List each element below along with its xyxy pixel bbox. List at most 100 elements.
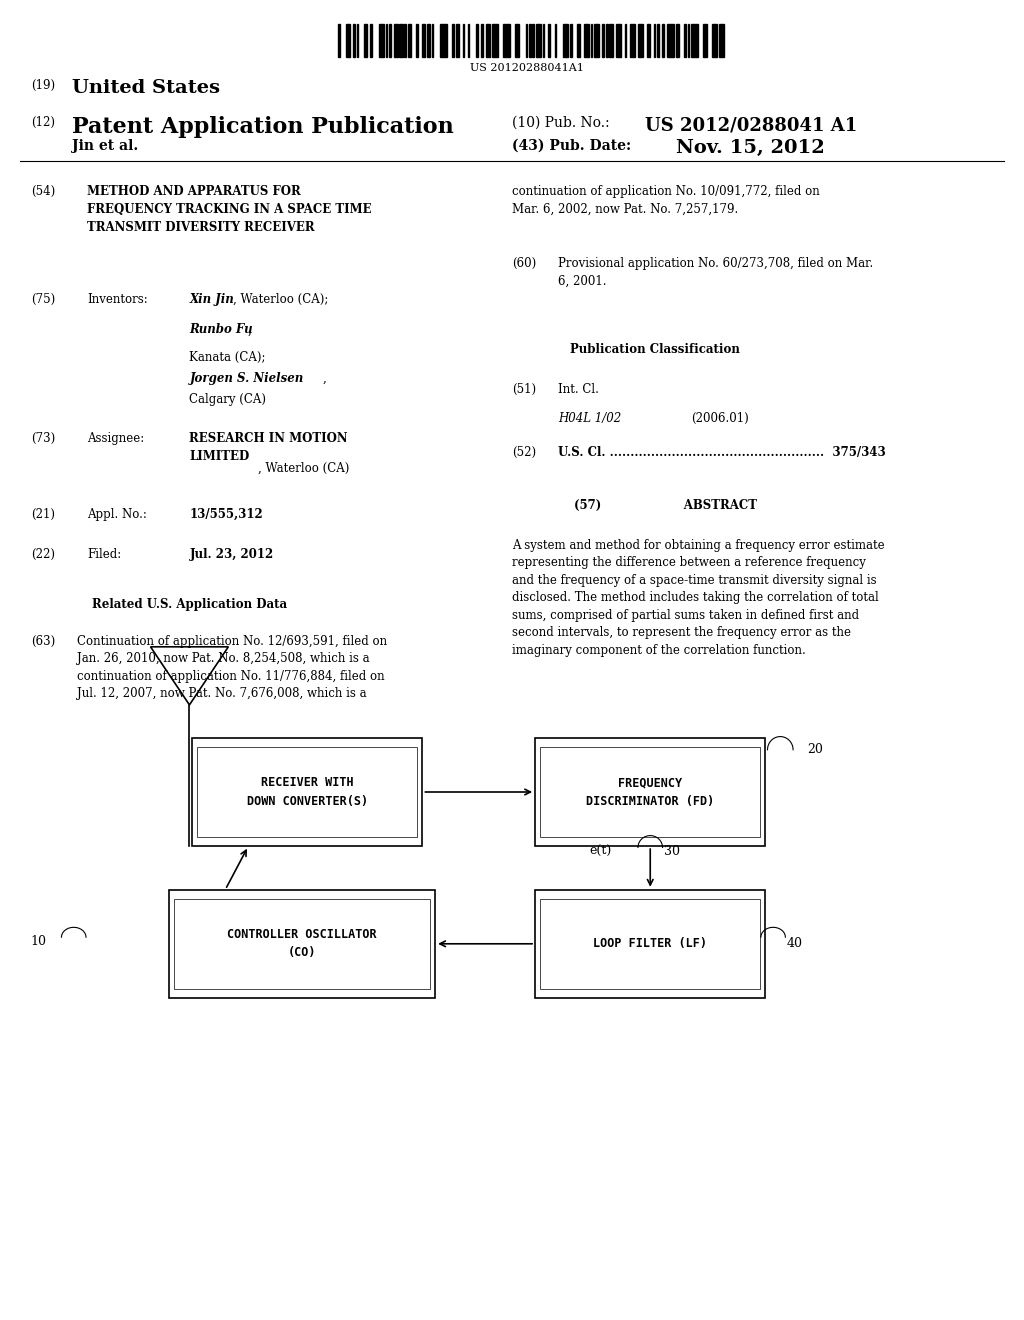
Bar — [606, 24, 607, 57]
Text: Inventors:: Inventors: — [87, 293, 147, 306]
Bar — [591, 24, 592, 57]
Text: , Waterloo (CA);: , Waterloo (CA); — [233, 293, 329, 306]
Text: Appl. No.:: Appl. No.: — [87, 508, 146, 521]
Bar — [703, 24, 707, 57]
Bar — [422, 24, 425, 57]
Bar — [563, 24, 568, 57]
Text: Assignee:: Assignee: — [87, 432, 144, 445]
Text: (12): (12) — [31, 116, 54, 129]
Text: continuation of application No. 10/091,772, filed on
Mar. 6, 2002, now Pat. No. : continuation of application No. 10/091,7… — [512, 185, 820, 215]
Text: (54): (54) — [31, 185, 55, 198]
Bar — [691, 24, 698, 57]
Bar — [638, 24, 643, 57]
Text: (52): (52) — [512, 446, 537, 459]
Text: RECEIVER WITH
DOWN CONVERTER(S): RECEIVER WITH DOWN CONVERTER(S) — [247, 776, 368, 808]
Bar — [174, 899, 430, 989]
Bar — [536, 24, 541, 57]
Text: RESEARCH IN MOTION
LIMITED: RESEARCH IN MOTION LIMITED — [189, 432, 348, 462]
Bar — [394, 24, 397, 57]
Bar — [525, 24, 527, 57]
Bar — [535, 890, 765, 998]
Bar — [389, 24, 391, 57]
Text: Jin et al.: Jin et al. — [72, 139, 138, 153]
Text: 20: 20 — [807, 743, 823, 756]
Text: Publication Classification: Publication Classification — [570, 343, 740, 356]
Bar — [169, 890, 435, 998]
Text: H04L 1/02: H04L 1/02 — [558, 412, 622, 425]
Bar — [570, 24, 571, 57]
Text: A system and method for obtaining a frequency error estimate
representing the di: A system and method for obtaining a freq… — [512, 539, 885, 656]
Bar — [492, 24, 499, 57]
Bar — [356, 24, 358, 57]
Bar — [463, 24, 464, 57]
Text: Int. Cl.: Int. Cl. — [558, 383, 599, 396]
Bar — [541, 899, 760, 989]
Text: ,: , — [323, 372, 327, 385]
Bar — [684, 24, 686, 57]
Bar — [676, 24, 679, 57]
Text: (73): (73) — [31, 432, 55, 445]
Text: Provisional application No. 60/273,708, filed on Mar.
6, 2001.: Provisional application No. 60/273,708, … — [558, 257, 873, 288]
Bar — [712, 24, 717, 57]
Text: US 20120288041A1: US 20120288041A1 — [470, 63, 585, 74]
Text: Calgary (CA): Calgary (CA) — [189, 393, 266, 407]
Bar — [399, 24, 402, 57]
Text: (57)                    ABSTRACT: (57) ABSTRACT — [574, 499, 757, 512]
Bar — [663, 24, 664, 57]
Bar — [346, 24, 350, 57]
Bar — [535, 738, 765, 846]
Bar — [353, 24, 355, 57]
Text: (19): (19) — [31, 79, 55, 92]
Bar — [688, 24, 689, 57]
Bar — [630, 24, 635, 57]
Bar — [456, 24, 459, 57]
Bar — [453, 24, 454, 57]
Bar — [404, 24, 407, 57]
Text: Runbo Fu: Runbo Fu — [189, 323, 253, 337]
Bar — [440, 24, 447, 57]
Bar — [668, 24, 674, 57]
Bar — [529, 24, 530, 57]
Bar — [594, 24, 599, 57]
Bar — [653, 24, 655, 57]
Text: Filed:: Filed: — [87, 548, 121, 561]
Text: Kanata (CA);: Kanata (CA); — [189, 351, 266, 364]
Bar — [577, 24, 581, 57]
Text: (75): (75) — [31, 293, 55, 306]
Text: CONTROLLER OSCILLATOR
(CO): CONTROLLER OSCILLATOR (CO) — [227, 928, 377, 960]
Bar — [476, 24, 478, 57]
Bar — [432, 24, 433, 57]
Bar — [657, 24, 658, 57]
Text: United States: United States — [72, 79, 220, 98]
Text: e(t): e(t) — [590, 845, 612, 858]
Text: (22): (22) — [31, 548, 54, 561]
Bar — [584, 24, 589, 57]
Text: Xin Jin: Xin Jin — [189, 293, 234, 306]
Text: Continuation of application No. 12/693,591, filed on
Jan. 26, 2010, now Pat. No.: Continuation of application No. 12/693,5… — [77, 635, 387, 701]
Bar — [543, 24, 545, 57]
Text: LOOP FILTER (LF): LOOP FILTER (LF) — [593, 937, 708, 950]
Text: (2006.01): (2006.01) — [691, 412, 749, 425]
Bar — [193, 738, 422, 846]
Text: ,: , — [248, 323, 252, 337]
Text: 13/555,312: 13/555,312 — [189, 508, 263, 521]
Bar — [719, 24, 724, 57]
Text: FREQUENCY
DISCRIMINATOR (FD): FREQUENCY DISCRIMINATOR (FD) — [586, 776, 715, 808]
Bar — [481, 24, 483, 57]
Text: Related U.S. Application Data: Related U.S. Application Data — [92, 598, 287, 611]
Bar — [364, 24, 367, 57]
Text: Nov. 15, 2012: Nov. 15, 2012 — [676, 139, 824, 157]
Text: (21): (21) — [31, 508, 54, 521]
Bar — [548, 24, 550, 57]
Bar — [609, 24, 612, 57]
Text: U.S. Cl. ....................................................  375/343: U.S. Cl. ...............................… — [558, 446, 886, 459]
Text: US 2012/0288041 A1: US 2012/0288041 A1 — [645, 116, 857, 135]
Text: 40: 40 — [786, 937, 803, 950]
Text: (10) Pub. No.:: (10) Pub. No.: — [512, 116, 609, 131]
Bar — [386, 24, 387, 57]
Bar — [371, 24, 372, 57]
Text: 10: 10 — [31, 935, 47, 948]
Text: Jorgen S. Nielsen: Jorgen S. Nielsen — [189, 372, 304, 385]
Text: , Waterloo (CA): , Waterloo (CA) — [258, 462, 349, 475]
Bar — [197, 747, 418, 837]
